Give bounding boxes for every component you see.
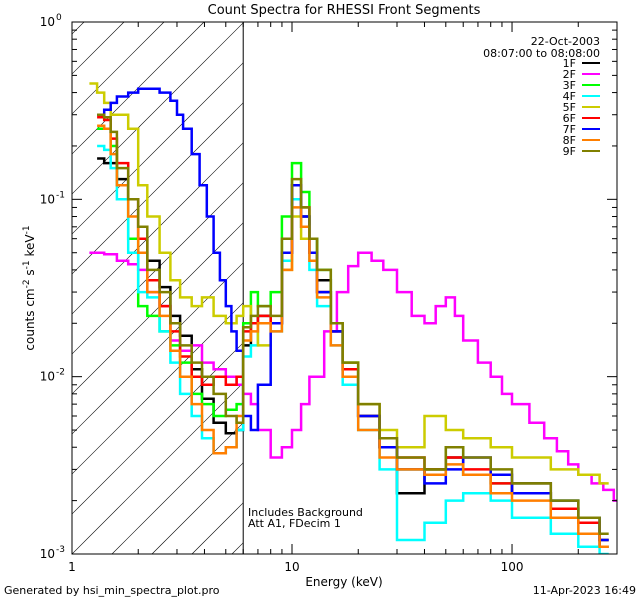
y-label-end: keV [23, 234, 37, 261]
legend-label-2F: 2F [563, 68, 576, 81]
series-6F [97, 116, 609, 542]
hatch-line [72, 142, 244, 315]
hatch-line [72, 182, 244, 355]
legend-label-6F: 6F [563, 112, 576, 125]
y-tick-exponent: 0 [56, 13, 62, 23]
y-tick-label: 10 [40, 15, 55, 29]
date-label: 22-Oct-2003 [531, 35, 600, 48]
y-tick-exponent: -1 [56, 190, 65, 200]
chart-title: Count Spectra for RHESSI Front Segments [208, 3, 481, 18]
series-1F [97, 157, 609, 548]
y-tick-label: 10 [40, 370, 55, 384]
legend-label-8F: 8F [563, 134, 576, 147]
hatch-line [72, 22, 244, 195]
y-tick-label: 10 [40, 192, 55, 206]
legend-label-7F: 7F [563, 123, 576, 136]
y-label-base: counts cm [23, 288, 37, 350]
series-layer [89, 82, 617, 554]
y-tick-exponent: -2 [56, 368, 65, 378]
hatch-line [72, 302, 244, 475]
hatch-line [72, 382, 244, 554]
hatch-line [151, 462, 244, 554]
x-tick-label: 1 [68, 560, 76, 574]
hatch-line [72, 102, 244, 275]
y-axis-label: counts cm-2 s-1 keV-1 [22, 225, 37, 350]
hatch-line [72, 222, 244, 395]
y-label-sup2: -1 [22, 260, 32, 269]
annotation-background: Includes Background [248, 506, 363, 519]
series-3F [97, 127, 609, 542]
x-tick-label: 10 [284, 560, 299, 574]
time-range-label: 08:07:00 to 08:08:00 [483, 47, 600, 60]
legend-label-1F: 1F [563, 57, 576, 70]
legend-label-5F: 5F [563, 101, 576, 114]
hatch-line [72, 262, 244, 435]
hatch-line [72, 342, 244, 515]
hatch-line [72, 62, 244, 235]
legend-label-4F: 4F [563, 90, 576, 103]
y-tick-exponent: -3 [56, 545, 65, 555]
footer-timestamp: 11-Apr-2023 16:49 [533, 584, 636, 597]
series-7F [97, 87, 609, 542]
hatched-region [0, 22, 244, 554]
x-axis: 1 10 100 [68, 22, 618, 574]
legend-label-9F: 9F [563, 145, 576, 158]
y-label-sup1: -2 [22, 279, 32, 288]
y-tick-label: 10 [40, 547, 55, 561]
hatch-line [72, 22, 165, 115]
series-8F [97, 124, 609, 548]
y-label-mid: s [23, 269, 37, 279]
annotation-attenuator: Att A1, FDecim 1 [248, 517, 341, 530]
plot-frame [71, 21, 618, 555]
hatch-line [111, 422, 244, 554]
y-label-sup3: -1 [22, 225, 32, 234]
hatch-line [0, 22, 4, 554]
x-tick-label: 100 [501, 560, 524, 574]
hatch-line [72, 22, 205, 155]
x-axis-label: Energy (keV) [305, 575, 382, 589]
footer-generator: Generated by hsi_min_spectra_plot.pro [4, 584, 220, 597]
hatch-line [72, 22, 85, 35]
series-9F [97, 113, 609, 536]
legend-label-3F: 3F [563, 79, 576, 92]
